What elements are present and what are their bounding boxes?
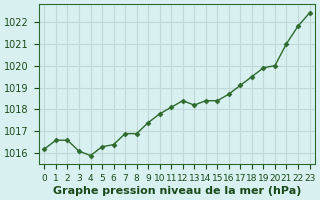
X-axis label: Graphe pression niveau de la mer (hPa): Graphe pression niveau de la mer (hPa) (53, 186, 301, 196)
